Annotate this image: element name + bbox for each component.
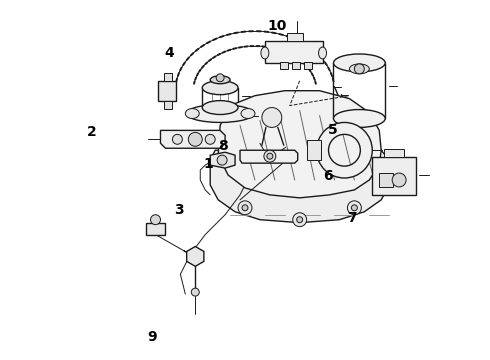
Bar [165,100,172,109]
Ellipse shape [349,64,369,74]
Circle shape [217,155,227,165]
Ellipse shape [318,47,326,59]
Text: 4: 4 [165,46,174,60]
Text: 10: 10 [267,19,286,33]
Circle shape [264,150,276,162]
Polygon shape [187,247,204,266]
Bar [384,149,404,157]
Circle shape [205,134,215,144]
Circle shape [262,108,282,127]
Circle shape [188,132,202,146]
Circle shape [354,64,365,74]
Circle shape [267,153,273,159]
Circle shape [392,173,406,187]
Text: 5: 5 [328,123,338,137]
Bar [304,62,312,69]
Text: 6: 6 [323,170,333,184]
Ellipse shape [261,47,269,59]
Circle shape [293,213,307,227]
Text: 8: 8 [218,139,228,153]
Bar [372,157,416,195]
Circle shape [150,215,161,225]
Ellipse shape [202,81,238,95]
Text: 9: 9 [147,330,157,344]
Text: 1: 1 [203,157,213,171]
Polygon shape [161,130,225,148]
Polygon shape [240,150,298,163]
Circle shape [191,288,199,296]
Bar [292,62,300,69]
Bar [379,173,393,187]
Ellipse shape [185,109,199,118]
Text: 3: 3 [174,203,184,217]
Text: 7: 7 [347,211,357,225]
Polygon shape [210,150,389,223]
Circle shape [216,74,224,82]
Circle shape [238,201,252,215]
Bar [265,41,322,63]
Bar [287,33,303,41]
Text: 2: 2 [87,125,97,139]
Ellipse shape [186,105,254,122]
Ellipse shape [334,109,385,127]
Bar [165,73,172,81]
Bar [280,62,288,69]
Polygon shape [210,152,235,168]
Ellipse shape [210,76,230,84]
Bar [158,81,176,100]
Ellipse shape [334,54,385,72]
Ellipse shape [202,100,238,114]
Circle shape [351,205,357,211]
Circle shape [242,205,248,211]
Circle shape [347,201,361,215]
Polygon shape [218,91,381,198]
Circle shape [172,134,182,144]
Circle shape [297,217,303,223]
Ellipse shape [241,109,255,118]
Bar [307,140,320,160]
Bar [146,223,166,235]
